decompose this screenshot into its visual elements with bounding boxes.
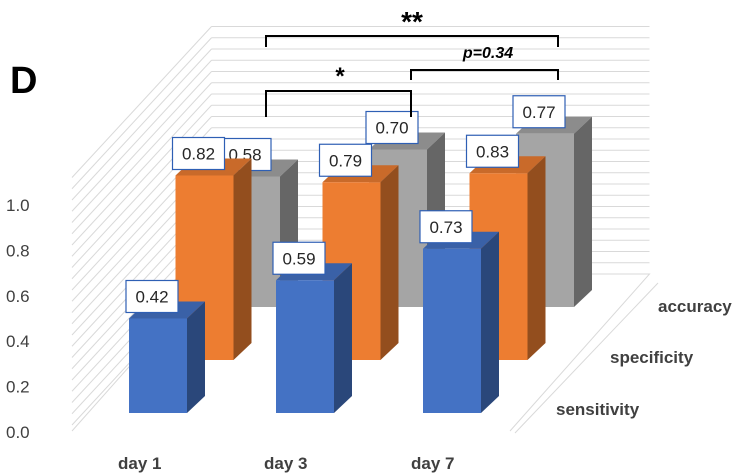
- data-label-text: 0.70: [375, 119, 408, 138]
- y-tick-label: 0.2: [6, 378, 30, 397]
- side-gridline: [71, 93, 212, 246]
- data-label-text: 0.82: [182, 145, 215, 164]
- significance-bracket: *: [265, 63, 412, 117]
- bar-side: [527, 156, 546, 360]
- depth-guide: [598, 300, 664, 326]
- bar-side: [187, 301, 205, 413]
- data-label: 0.77: [512, 95, 566, 129]
- data-label: 0.70: [365, 110, 419, 145]
- bar-front: [423, 248, 481, 413]
- bar-side: [233, 158, 252, 360]
- data-label-text: 0.59: [282, 249, 315, 268]
- side-gridline: [71, 82, 212, 235]
- significance-brackets: ***p=0.34: [265, 6, 559, 117]
- significance-label: *: [335, 63, 345, 90]
- data-label-box: [272, 241, 326, 275]
- data-label-box: [465, 134, 520, 168]
- category-label: day 1: [118, 454, 161, 473]
- bar-side: [481, 231, 499, 413]
- y-tick-label: 0.6: [6, 287, 30, 306]
- data-label-box: [171, 136, 226, 171]
- data-label-box: [512, 95, 566, 129]
- depth-axis-line: [514, 282, 659, 434]
- panel-label: D: [10, 60, 37, 102]
- bar-side: [574, 116, 592, 307]
- significance-bracket: **: [265, 6, 559, 47]
- bar-sensitivity-day-3: [276, 263, 352, 413]
- category-label: day 3: [264, 454, 307, 473]
- y-axis: 0.0 0.2 0.4 0.6 0.8 1.0: [6, 196, 30, 442]
- data-label: 0.82: [171, 136, 226, 171]
- data-label-text: 0.83: [476, 142, 509, 161]
- side-gridline: [71, 59, 212, 212]
- bar-side: [334, 263, 352, 413]
- bar-sensitivity-day-1: [129, 301, 205, 413]
- side-gridline: [71, 37, 212, 190]
- bracket-line: [265, 90, 412, 117]
- y-tick-label: 1.0: [6, 196, 30, 215]
- side-gridline: [71, 26, 212, 178]
- category-label: day 7: [411, 454, 454, 473]
- series-axis-label-sensitivity: sensitivity: [556, 400, 640, 419]
- data-label-box: [365, 110, 419, 145]
- side-gridline: [71, 104, 212, 257]
- bar-sensitivity-day-7: [423, 231, 499, 413]
- series-axis-label-accuracy: accuracy: [658, 297, 732, 316]
- data-label-box: [419, 210, 473, 244]
- bracket-line: [410, 69, 559, 80]
- data-label-text: 0.77: [522, 103, 555, 122]
- significance-label: **: [401, 6, 423, 37]
- x-axis: day 1 day 3 day 7: [118, 454, 454, 473]
- data-label-text: 0.79: [329, 151, 362, 170]
- data-label-text: 0.42: [135, 288, 168, 307]
- y-tick-label: 0.0: [6, 423, 30, 442]
- significance-bracket: p=0.34: [410, 45, 559, 80]
- significance-label: p=0.34: [462, 45, 513, 62]
- data-label-box: [125, 279, 179, 314]
- data-label: 0.83: [465, 134, 520, 168]
- data-label: 0.42: [125, 279, 179, 314]
- bars: 0.580.700.770.82 0.79 0.830.420.590.73: [125, 95, 592, 413]
- bar-side: [380, 165, 399, 360]
- series-axis-label-specificity: specificity: [610, 348, 694, 367]
- data-label-text: 0.73: [429, 218, 462, 237]
- data-label: 0.73: [419, 210, 473, 244]
- bar-front: [129, 318, 187, 413]
- data-label: 0.59: [272, 241, 326, 275]
- y-tick-label: 0.8: [6, 241, 30, 260]
- data-label-box: [318, 143, 373, 177]
- bar-front: [276, 280, 334, 413]
- bracket-line: [265, 35, 559, 47]
- y-tick-label: 0.4: [6, 332, 30, 351]
- data-label: 0.79: [318, 143, 373, 177]
- depth-axis: sensitivity specificity accuracy: [514, 282, 732, 434]
- side-gridline: [71, 71, 212, 223]
- side-gridline: [71, 48, 212, 201]
